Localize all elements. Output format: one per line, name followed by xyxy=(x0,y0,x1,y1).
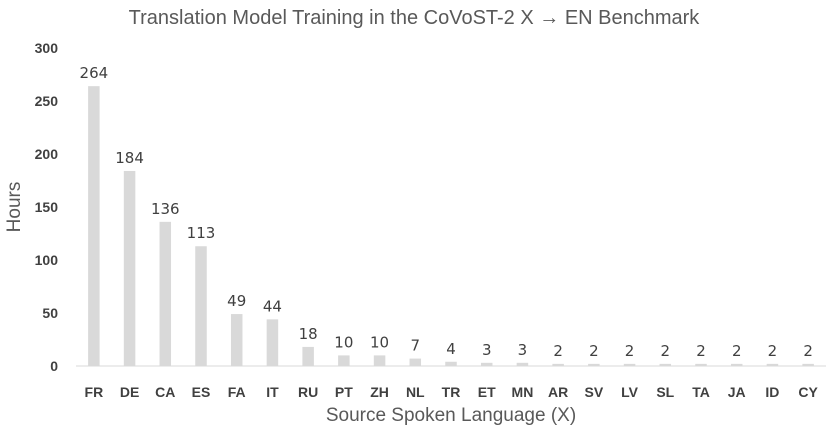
data-label: 2 xyxy=(661,342,671,360)
x-axis-ticks: FR DE CA ES FA IT RU PT ZH NL TR ET MN AR SV LV SL TA JA ID… xyxy=(85,384,819,400)
data-label: 3 xyxy=(518,341,528,359)
data-label: 4 xyxy=(446,340,456,358)
data-label: 184 xyxy=(115,149,144,167)
data-label: 3 xyxy=(482,341,492,359)
y-axis-title: Hours xyxy=(4,182,25,233)
data-label: 49 xyxy=(227,292,246,310)
data-label: 2 xyxy=(732,342,742,360)
bar-id xyxy=(766,363,779,366)
bar-de xyxy=(123,170,136,366)
bar-zh xyxy=(373,355,386,366)
data-label: 2 xyxy=(803,342,813,360)
data-label: 264 xyxy=(80,64,109,82)
x-tick-label: SV xyxy=(585,384,604,400)
x-tick-label: IT xyxy=(266,384,279,400)
data-label: 18 xyxy=(299,325,318,343)
chart-title: Translation Model Training in the CoVoST… xyxy=(129,7,701,29)
bar-nl xyxy=(409,358,422,366)
data-label: 44 xyxy=(263,297,282,315)
x-tick-label: FA xyxy=(228,384,246,400)
x-tick-label: CA xyxy=(155,384,175,400)
bar-sv xyxy=(588,363,600,366)
x-tick-label: NL xyxy=(406,384,425,400)
x-axis-title: Source Spoken Language (X) xyxy=(326,405,576,426)
y-tick-label: 50 xyxy=(42,305,58,321)
bar-tr xyxy=(445,361,457,366)
bar-ru xyxy=(302,346,314,366)
bar-mn xyxy=(516,362,529,366)
bars xyxy=(88,86,814,366)
data-label: 10 xyxy=(370,333,389,351)
data-label: 113 xyxy=(187,224,216,242)
bar-cy xyxy=(802,363,814,366)
bar-es xyxy=(195,246,207,366)
y-tick-label: 300 xyxy=(35,40,59,56)
bar-ta xyxy=(695,363,707,366)
data-labels: 264 184 136 113 49 44 18 10 10 7 4 3 3 2 2 2 2 2 2 2 2 xyxy=(80,64,813,360)
bar-sl xyxy=(659,363,672,366)
data-label: 2 xyxy=(589,342,599,360)
data-label: 2 xyxy=(768,342,778,360)
x-tick-label: ID xyxy=(765,384,779,400)
x-tick-label: ET xyxy=(478,384,496,400)
y-tick-label: 0 xyxy=(50,358,58,374)
x-tick-label: SL xyxy=(656,384,674,400)
data-label: 7 xyxy=(411,337,421,355)
x-tick-label: ES xyxy=(192,384,211,400)
data-label: 10 xyxy=(334,333,353,351)
bar-ar xyxy=(552,363,564,366)
bar-fr xyxy=(88,86,100,366)
x-tick-label: ZH xyxy=(370,384,389,400)
x-tick-label: AR xyxy=(548,384,568,400)
y-tick-label: 100 xyxy=(35,252,59,268)
bar-ja xyxy=(730,363,743,366)
bar-ca xyxy=(159,221,172,366)
y-tick-label: 200 xyxy=(35,146,59,162)
bar-fa xyxy=(230,314,243,366)
x-tick-label: RU xyxy=(298,384,318,400)
x-tick-label: LV xyxy=(621,384,639,400)
x-tick-label: DE xyxy=(120,384,139,400)
x-tick-label: CY xyxy=(798,384,818,400)
x-tick-label: TR xyxy=(442,384,461,400)
data-label: 2 xyxy=(553,342,563,360)
y-tick-label: 150 xyxy=(35,199,59,215)
bar-lv xyxy=(623,363,636,366)
x-tick-label: FR xyxy=(85,384,104,400)
x-tick-label: PT xyxy=(335,384,353,400)
x-tick-label: JA xyxy=(728,384,746,400)
data-label: 2 xyxy=(696,342,706,360)
x-tick-label: TA xyxy=(692,384,710,400)
y-tick-label: 250 xyxy=(35,93,59,109)
bar-pt xyxy=(338,355,350,366)
bar-it xyxy=(266,319,279,366)
data-label: 2 xyxy=(625,342,635,360)
bar-et xyxy=(480,362,493,366)
y-axis-ticks: 0 50 100 150 200 250 300 xyxy=(35,40,59,374)
data-label: 136 xyxy=(151,200,180,218)
x-tick-label: MN xyxy=(512,384,534,400)
